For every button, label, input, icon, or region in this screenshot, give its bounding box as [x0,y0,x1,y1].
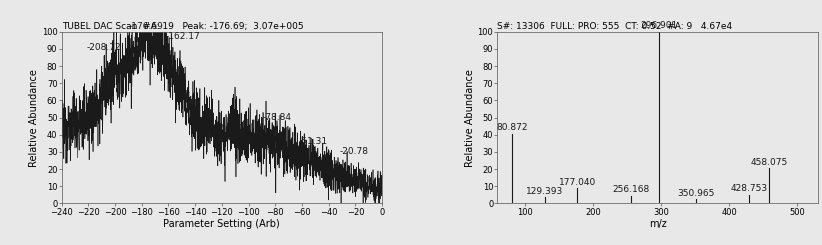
Y-axis label: Relative Abundance: Relative Abundance [29,69,39,167]
Text: 256.168: 256.168 [612,185,650,195]
Text: 177.040: 177.040 [559,178,596,186]
Y-axis label: Relative Abundance: Relative Abundance [464,69,475,167]
Text: -78.84: -78.84 [262,113,291,122]
Text: 80.872: 80.872 [496,123,528,132]
Text: S#: 13306  FULL: PRO: 555  CT: 0.52  #A: 9   4.67e4: S#: 13306 FULL: PRO: 555 CT: 0.52 #A: 9 … [497,22,732,31]
X-axis label: Parameter Setting (Arb): Parameter Setting (Arb) [164,219,280,229]
Text: 296.901: 296.901 [640,21,677,30]
Text: -51.31: -51.31 [299,137,328,146]
Text: -162.17: -162.17 [165,32,201,41]
Text: -20.78: -20.78 [339,147,369,156]
Text: -176.69: -176.69 [129,22,164,31]
Text: 458.075: 458.075 [750,158,787,167]
Text: 129.393: 129.393 [526,187,563,196]
Text: 428.753: 428.753 [730,184,768,193]
Text: TUBEL DAC Scan  #A: 19   Peak: -176.69;  3.07e+005: TUBEL DAC Scan #A: 19 Peak: -176.69; 3.0… [62,22,303,31]
Text: -208.72: -208.72 [86,43,121,51]
X-axis label: m/z: m/z [649,219,667,229]
Text: 350.965: 350.965 [677,189,714,198]
